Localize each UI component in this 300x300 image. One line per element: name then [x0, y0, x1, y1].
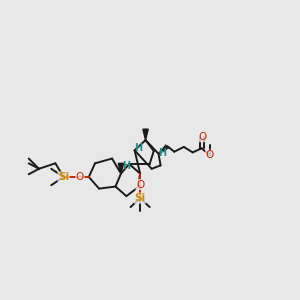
Text: O: O [206, 150, 214, 160]
Text: H: H [159, 148, 167, 158]
Text: Si: Si [134, 193, 146, 203]
Polygon shape [143, 129, 148, 140]
Text: O: O [76, 172, 84, 182]
Polygon shape [118, 163, 124, 174]
Text: H: H [134, 143, 142, 153]
Text: O: O [199, 132, 207, 142]
Text: Si: Si [58, 172, 69, 182]
Text: H: H [122, 161, 130, 171]
Text: O: O [136, 179, 144, 190]
